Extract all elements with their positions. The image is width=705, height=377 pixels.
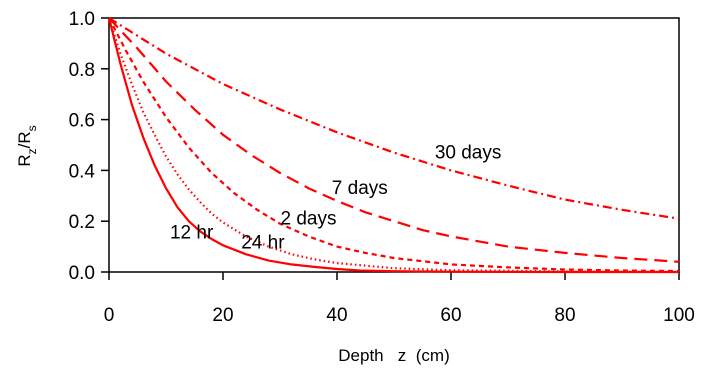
x-axis-title: Depth z (cm) [338,346,449,365]
y-axis-title-slash: /R [15,131,34,148]
y-tick-label: 1.0 [69,9,95,30]
y-tick-label: 0.8 [69,60,95,81]
y-tick-label: 0.0 [69,263,95,284]
series-label: 7 days [332,178,388,199]
x-tick-label: 20 [212,305,233,326]
x-tick-label: 60 [440,305,461,326]
y-axis-title-main: R [15,154,34,166]
series-line-2-days [108,17,680,273]
series-label: 2 days [281,208,337,229]
series-line-7-days [108,17,680,263]
series-label: 30 days [435,142,502,163]
series-line-30-days [108,17,680,220]
series-line-24-hr [107,17,680,274]
y-tick-label: 0.4 [69,161,96,182]
x-axis: 0 20 40 60 80 100 [104,272,695,326]
series-line-12-hr [107,17,679,274]
series-label: 24 hr [241,233,285,254]
x-tick-label: 40 [326,305,347,326]
y-axis-title-sub1: z [25,148,39,154]
y-axis: 0.0 0.2 0.4 0.6 0.8 1.0 [69,9,109,284]
svg-text:Rz/Rs: Rz/Rs [15,125,39,166]
y-tick-label: 0.6 [69,111,95,132]
x-tick-label: 100 [663,305,695,326]
x-tick-label: 80 [554,305,575,326]
x-tick-label: 0 [104,305,115,326]
y-axis-title: Rz/Rs [15,125,39,166]
series-layer [107,17,680,274]
annotation-layer: 30 days 7 days 2 days 24 hr 12 hr [170,142,501,253]
y-axis-title-sub2: s [25,125,39,131]
y-tick-label: 0.2 [69,212,95,233]
series-label: 12 hr [170,222,214,243]
